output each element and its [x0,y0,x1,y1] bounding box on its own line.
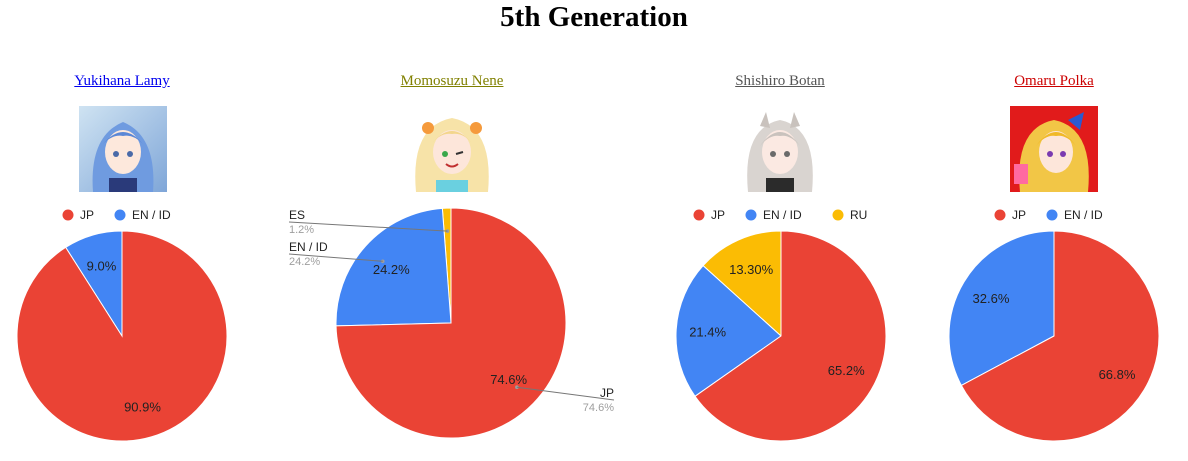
legend-label: EN / ID [1064,208,1103,222]
legend-swatch [994,209,1006,221]
data-label: 13.30% [729,262,774,277]
member-column-nene: Momosuzu Nene [322,72,582,192]
data-label: 74.6% [490,372,527,387]
legend-swatch [1046,209,1058,221]
member-column-botan: Shishiro Botan [650,72,910,192]
data-label: 65.2% [828,363,865,378]
legend-swatch [832,209,844,221]
member-column-lamy: Yukihana Lamy [0,72,252,192]
legend-label: EN / ID [132,208,171,222]
pie-slice [335,207,567,439]
data-label: 21.4% [689,324,726,339]
callout-dot [445,229,450,233]
avatar-icon [408,106,496,192]
callout-line [516,386,615,401]
pie-slice [960,230,1160,442]
legend-label: JP [1012,208,1026,222]
pie-slice [694,230,887,442]
callout-label: EN / ID [289,240,328,254]
legend-swatch [745,209,757,221]
legend-swatch [114,209,126,221]
avatar-icon [79,106,167,192]
data-label: 66.8% [1099,367,1136,382]
data-label: 9.0% [87,258,117,273]
member-name-link[interactable]: Yukihana Lamy [74,73,170,89]
callout-line [288,221,448,232]
data-label: 90.9% [124,400,161,415]
callout-value: 24.2% [289,256,320,268]
member-name-link[interactable]: Omaru Polka [1014,73,1094,89]
avatar-icon [736,106,824,192]
pie-slice [16,230,228,442]
member-name-link[interactable]: Momosuzu Nene [400,73,504,89]
avatar-icon [1010,106,1098,192]
callout-line [288,253,383,262]
callout-value: 74.6% [583,402,614,414]
pie-slice [675,264,782,397]
member-column-polka: Omaru Polka [924,72,1184,192]
legend-label: RU [850,208,867,222]
legend-swatch [62,209,74,221]
callout-value: 1.2% [289,224,314,236]
callout-dot [515,385,519,390]
member-name-link[interactable]: Shishiro Botan [735,73,825,89]
callout-label: JP [600,386,614,400]
legend-swatch [693,209,705,221]
page-title: 5th Generation [500,1,688,33]
pie-slice [702,230,782,338]
legend-label: JP [711,208,725,222]
pie-slice [335,207,452,327]
callout-label: ES [289,208,305,222]
pie-slice [948,230,1055,387]
legend-label: EN / ID [763,208,802,222]
legend-label: JP [80,208,94,222]
data-label: 24.2% [373,262,410,277]
data-label: 32.6% [973,291,1010,306]
